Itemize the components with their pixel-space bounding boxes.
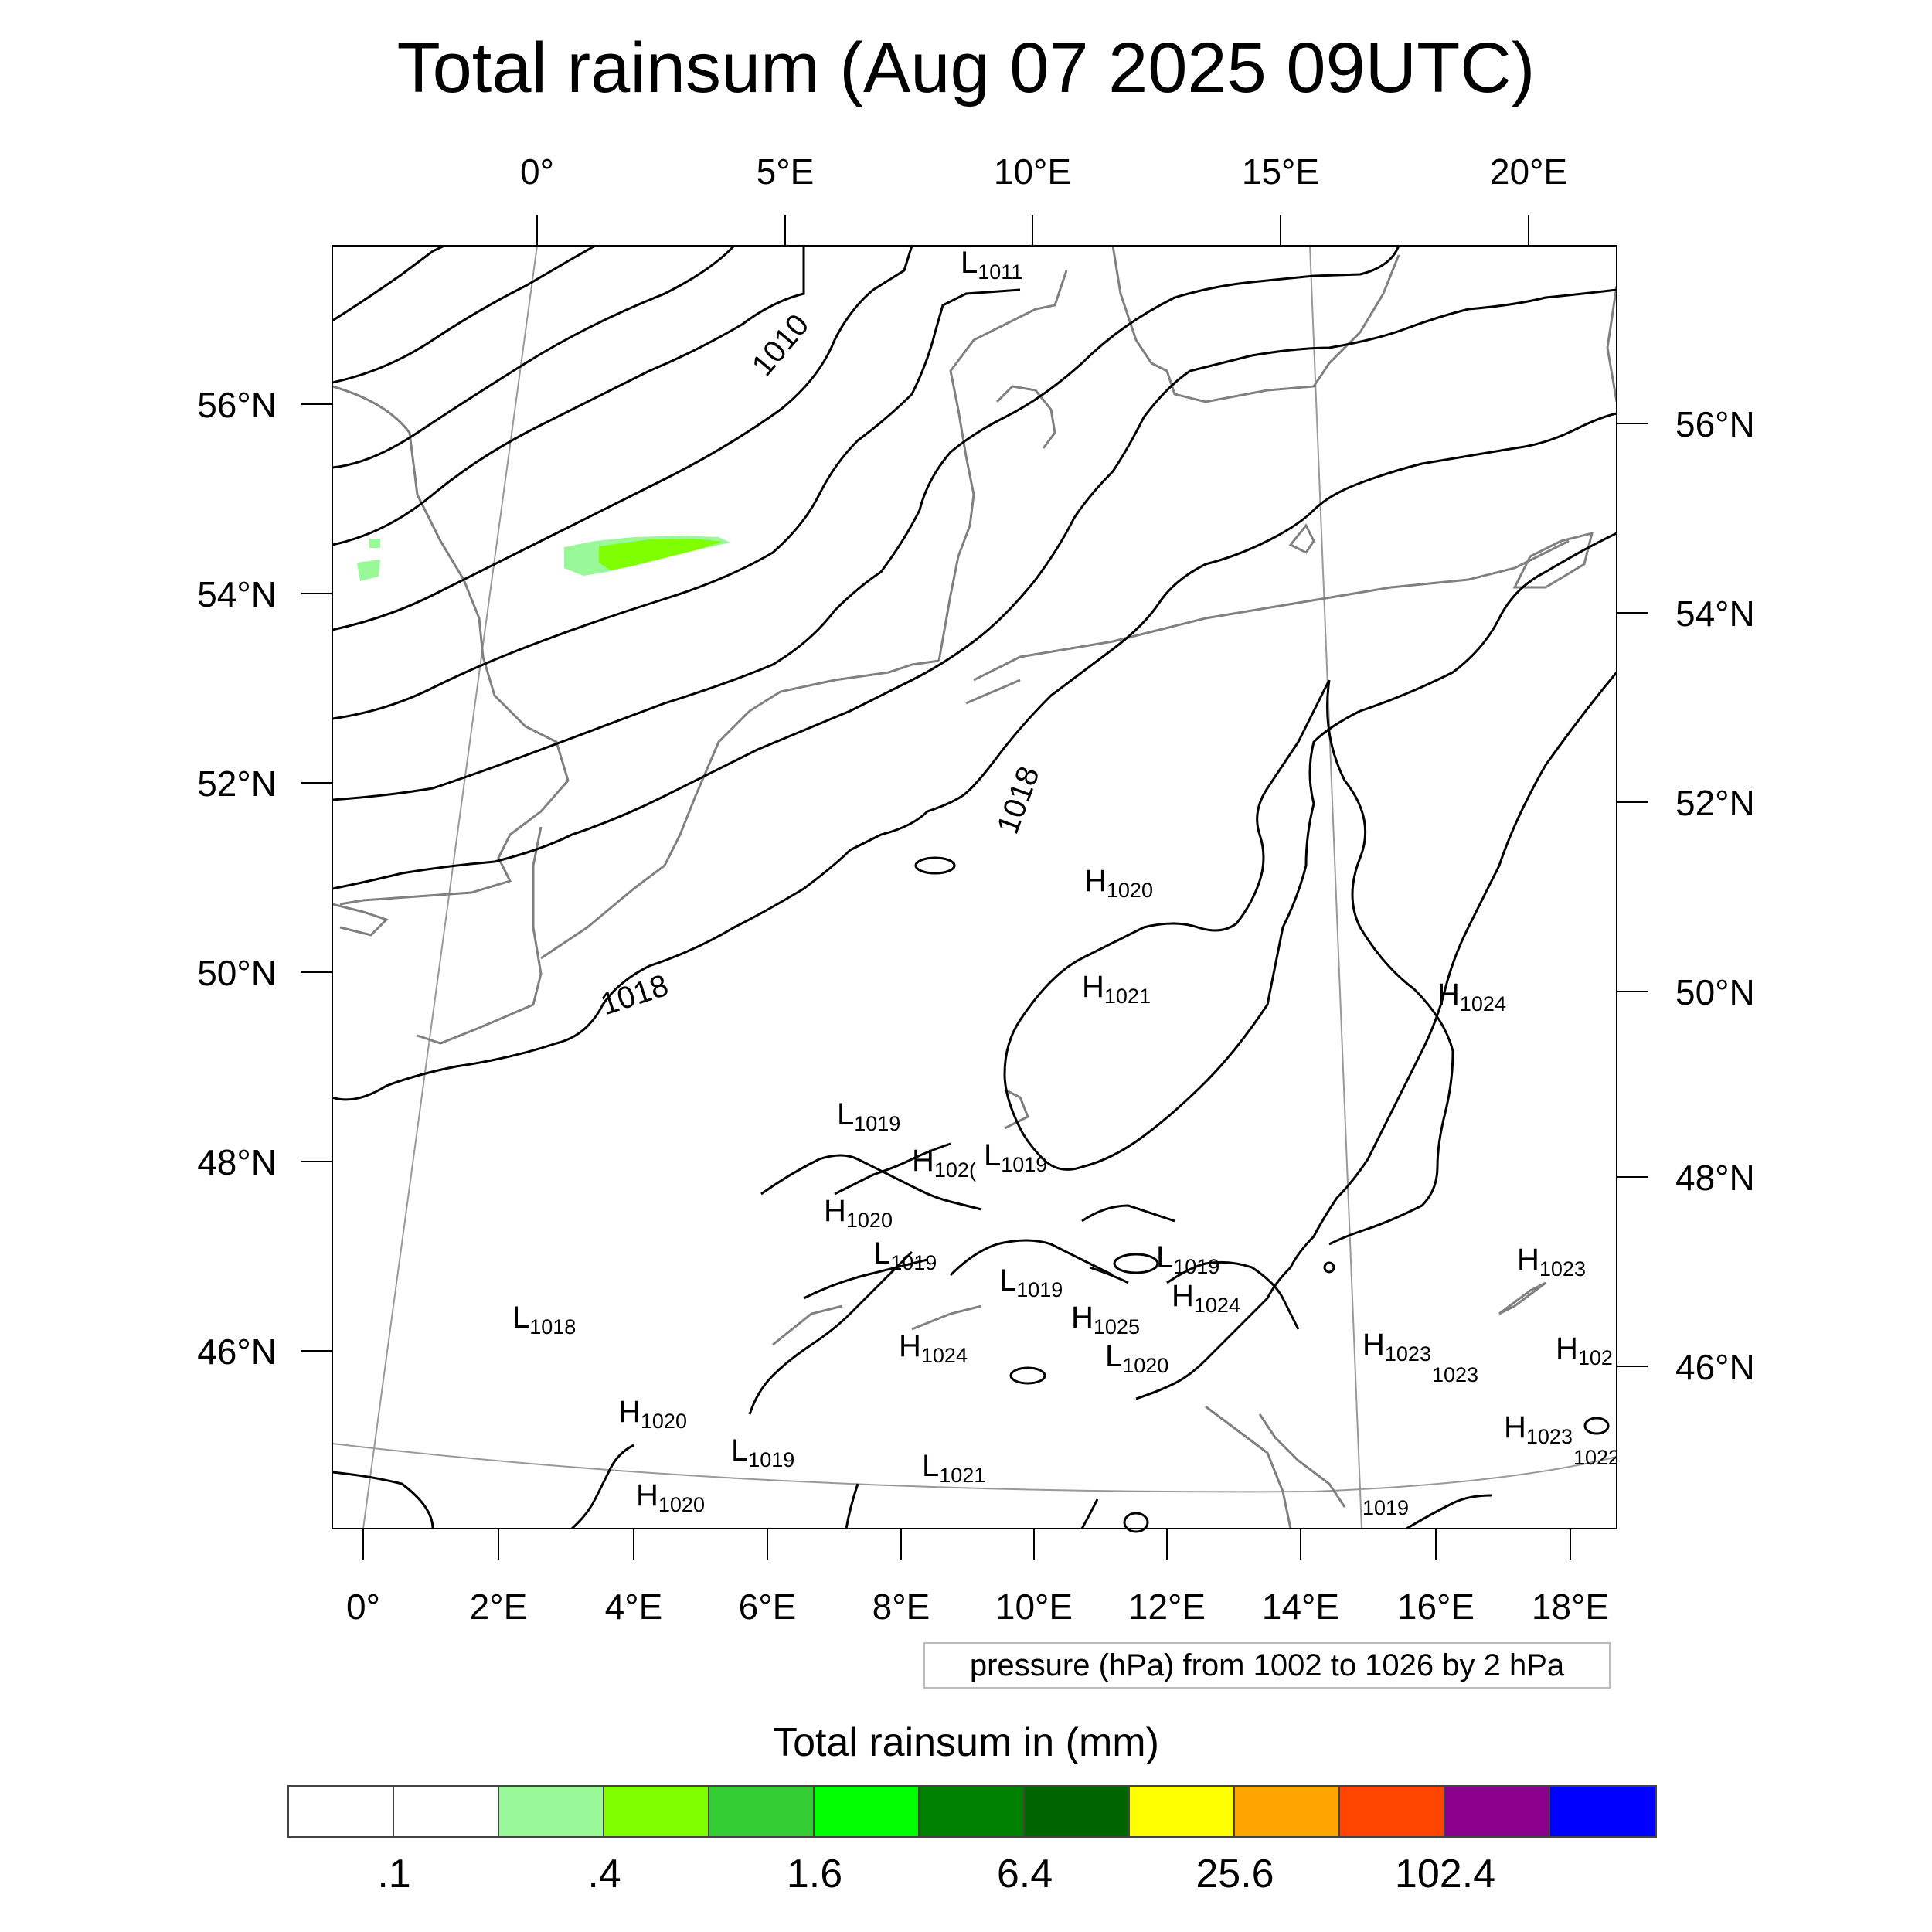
legend-color-box <box>1550 1787 1655 1836</box>
plot-frame <box>332 245 1617 1529</box>
top-lon-label: 0° <box>520 151 554 192</box>
right-lat-label: 56°N <box>1675 404 1755 444</box>
legend-title: Total rainsum in (mm) <box>773 1720 1159 1765</box>
bottom-lon-labels: 0° 2°E 4°E 6°E 8°E 10°E 12°E 14°E 16°E 1… <box>346 1587 1609 1627</box>
pressure-marker: L1011 <box>961 246 1022 284</box>
bottom-lon-label: 18°E <box>1532 1587 1609 1627</box>
pressure-marker: H1020 <box>636 1478 705 1516</box>
tick-marks <box>301 215 1648 1560</box>
rain-area-small-2 <box>357 560 380 581</box>
pressure-marker: H1023 <box>1362 1328 1431 1366</box>
bottom-lon-label: 6°E <box>739 1587 797 1627</box>
legend-color-box <box>709 1787 815 1836</box>
legend-color-box <box>1025 1787 1130 1836</box>
left-lat-label: 56°N <box>197 385 277 425</box>
pressure-marker: H1020 <box>1084 864 1153 902</box>
top-lon-label: 5°E <box>757 151 815 192</box>
legend-color-box <box>394 1787 499 1836</box>
pressure-marker: 1022 <box>1573 1446 1620 1469</box>
legend-label: 1.6 <box>786 1852 843 1896</box>
bottom-lon-label: 12°E <box>1128 1587 1206 1627</box>
pressure-marker: H1023 <box>1517 1243 1586 1281</box>
left-lat-label: 52°N <box>197 764 277 804</box>
isobar-label: 1010 <box>746 308 816 382</box>
isobar-label: 1018 <box>991 762 1046 838</box>
right-lat-label: 52°N <box>1675 783 1755 823</box>
top-lon-labels: 0° 5°E 10°E 15°E 20°E <box>520 151 1567 192</box>
small-contours <box>914 856 1610 1533</box>
top-lon-label: 15°E <box>1242 151 1319 192</box>
pressure-marker: 1023 <box>1432 1363 1478 1386</box>
pressure-marker: H1020 <box>824 1194 893 1232</box>
legend-color-box <box>1235 1787 1340 1836</box>
left-lat-label: 48°N <box>197 1142 277 1182</box>
coastlines <box>332 246 1617 1529</box>
left-lat-label: 54°N <box>197 574 277 614</box>
pressure-marker: H102( <box>912 1144 976 1182</box>
rain-areas <box>357 536 730 581</box>
pressure-marker: H102 <box>1556 1332 1613 1369</box>
legend-label: 25.6 <box>1196 1852 1274 1896</box>
right-lat-labels: 56°N 54°N 52°N 50°N 48°N 46°N <box>1675 404 1755 1387</box>
pressure-marker: 1019 <box>1362 1496 1409 1519</box>
legend-color-box <box>499 1787 604 1836</box>
pressure-marker: L1019 <box>837 1097 900 1135</box>
map-title: Total rainsum (Aug 07 2025 09UTC) <box>396 29 1536 107</box>
isobars <box>332 246 1617 1529</box>
pressure-marker: L1019 <box>984 1138 1047 1176</box>
pressure-marker: L1019 <box>1156 1240 1219 1278</box>
rain-area-small-1 <box>369 539 380 548</box>
color-legend-bar <box>287 1785 1657 1838</box>
right-lat-label: 48°N <box>1675 1158 1755 1198</box>
left-lat-label: 46°N <box>197 1332 277 1372</box>
pressure-marker: L1021 <box>922 1449 985 1487</box>
legend-label: .4 <box>587 1852 621 1896</box>
bottom-lon-label: 2°E <box>470 1587 528 1627</box>
pressure-markers: L1011 H1020 H1021 H1024 L1019 H102( L101… <box>512 246 1620 1519</box>
top-lon-label: 20°E <box>1490 151 1567 192</box>
graticule <box>332 246 1617 1529</box>
left-lat-labels: 56°N 54°N 52°N 50°N 48°N 46°N <box>197 385 277 1372</box>
pressure-marker: H1020 <box>618 1395 687 1433</box>
bottom-lon-label: 4°E <box>605 1587 663 1627</box>
pressure-marker: L1019 <box>999 1264 1063 1301</box>
bottom-lon-label: 0° <box>346 1587 380 1627</box>
legend-label: .1 <box>377 1852 411 1896</box>
legend-color-box <box>1130 1787 1235 1836</box>
bottom-lon-label: 10°E <box>995 1587 1073 1627</box>
isobar-labels: 1010 1018 1018 <box>597 308 1046 1022</box>
right-lat-label: 46°N <box>1675 1347 1755 1387</box>
bottom-lon-label: 16°E <box>1397 1587 1475 1627</box>
pressure-marker: H1024 <box>899 1329 968 1367</box>
pressure-marker: L1018 <box>512 1301 576 1338</box>
left-lat-label: 50°N <box>197 953 277 993</box>
pressure-marker: L1020 <box>1105 1339 1168 1377</box>
top-lon-label: 10°E <box>994 151 1071 192</box>
legend-color-box <box>1340 1787 1445 1836</box>
right-lat-label: 54°N <box>1675 594 1755 634</box>
pressure-marker: L1019 <box>731 1434 794 1471</box>
isobar-label: 1018 <box>597 968 672 1022</box>
bottom-lon-label: 14°E <box>1262 1587 1339 1627</box>
legend-label: 102.4 <box>1394 1852 1496 1896</box>
legend-color-box <box>289 1787 394 1836</box>
pressure-marker: H1025 <box>1071 1301 1140 1338</box>
pressure-marker: L1019 <box>873 1236 937 1274</box>
legend-color-box <box>815 1787 920 1836</box>
pressure-marker: H1024 <box>1437 978 1506 1015</box>
bottom-lon-label: 8°E <box>872 1587 930 1627</box>
legend-color-box <box>1445 1787 1550 1836</box>
right-lat-label: 50°N <box>1675 972 1755 1012</box>
legend-label: 6.4 <box>996 1852 1053 1896</box>
pressure-marker: H1024 <box>1172 1279 1240 1317</box>
legend-color-box <box>920 1787 1025 1836</box>
pressure-marker: H1023 <box>1504 1410 1573 1448</box>
legend-color-box <box>604 1787 709 1836</box>
rain-area-medium <box>599 539 723 570</box>
pressure-info-box: pressure (hPa) from 1002 to 1026 by 2 hP… <box>923 1642 1611 1689</box>
pressure-marker: H1021 <box>1082 970 1151 1008</box>
